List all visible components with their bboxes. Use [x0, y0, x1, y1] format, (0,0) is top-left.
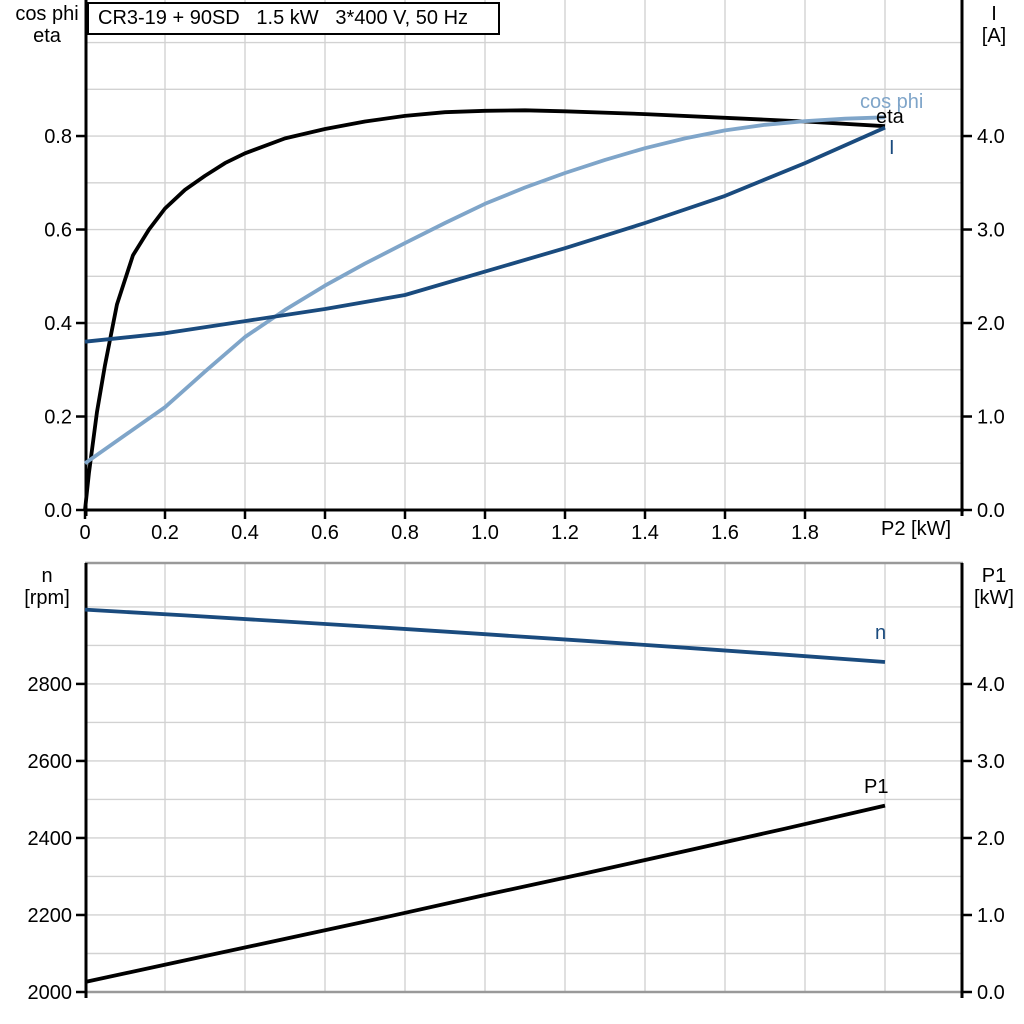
right-axis-tick-label: 3.0 [977, 751, 1005, 773]
cos-phi-curve-label: cos phi [860, 91, 924, 113]
x-axis-tick-label: 0.2 [151, 522, 179, 544]
right-axis-tick-label: 1.0 [977, 905, 1005, 927]
series-path-P1 [84, 803, 886, 984]
speed-axis-title-line1: n [41, 565, 53, 587]
bottom-right-axis-title: P1 [kW] [964, 565, 1024, 609]
series-path-cos-phi [83, 115, 886, 465]
x-axis-tick-label: 1.8 [791, 522, 819, 544]
x-axis-label: P2 [kW] [881, 518, 952, 540]
speed-axis-title-line2: [rpm] [24, 587, 70, 609]
right-axis-tick-label: 0.0 [977, 500, 1005, 522]
current-curve-label: I [889, 137, 895, 159]
left-axis-title-line1: cos phi [15, 3, 79, 25]
top-left-axis-title: cos phi eta [4, 3, 90, 47]
right-axis-title-line2: [A] [981, 25, 1007, 47]
x-axis-tick-label: 1.4 [631, 522, 659, 544]
p1-axis-title-line1: P1 [981, 565, 1007, 587]
series-path-I [84, 125, 886, 344]
left-axis-tick-label: 2800 [28, 674, 73, 696]
x-axis-tick-label: 1.6 [711, 522, 739, 544]
right-axis-tick-label: 0.0 [977, 982, 1005, 1004]
right-axis-tick-label: 2.0 [977, 313, 1005, 335]
x-axis-tick-label: 0.4 [231, 522, 259, 544]
x-axis-tick-label: 0.8 [391, 522, 419, 544]
left-axis-tick-label: 2400 [28, 828, 73, 850]
left-axis-tick-label: 2600 [28, 751, 73, 773]
series-path-n [84, 607, 886, 664]
right-axis-tick-label: 1.0 [977, 407, 1005, 429]
left-axis-tick-label: 2200 [28, 905, 73, 927]
series-path-eta [83, 108, 886, 511]
right-axis-tick-label: 3.0 [977, 220, 1005, 242]
x-axis-tick-label: 0 [79, 522, 90, 544]
chart-title-box: CR3-19 + 90SD 1.5 kW 3*400 V, 50 Hz [87, 2, 500, 35]
right-axis-tick-label: 4.0 [977, 674, 1005, 696]
x-axis-tick-label: 1.0 [471, 522, 499, 544]
x-axis-tick-label: 1.2 [551, 522, 579, 544]
right-axis-tick-label: 4.0 [977, 126, 1005, 148]
left-axis-tick-label: 0.6 [44, 220, 72, 242]
left-axis-title-line2: eta [33, 25, 61, 47]
left-axis-tick-label: 0.0 [44, 500, 72, 522]
speed-curve-label: n [875, 622, 887, 644]
x-axis-tick-label: 0.6 [311, 522, 339, 544]
right-axis-tick-label: 2.0 [977, 828, 1005, 850]
left-axis-tick-label: 2000 [28, 982, 73, 1004]
right-axis-title-line1: I [991, 3, 997, 25]
top-right-axis-title: I [A] [966, 3, 1022, 47]
bottom-left-axis-title: n [rpm] [4, 565, 90, 609]
p1-curve-label: P1 [864, 776, 889, 798]
left-axis-tick-label: 0.4 [44, 313, 72, 335]
left-axis-tick-label: 0.2 [44, 407, 72, 429]
left-axis-tick-label: 0.8 [44, 126, 72, 148]
p1-axis-title-line2: [kW] [974, 587, 1014, 609]
eta-curve-label: eta [876, 106, 904, 128]
